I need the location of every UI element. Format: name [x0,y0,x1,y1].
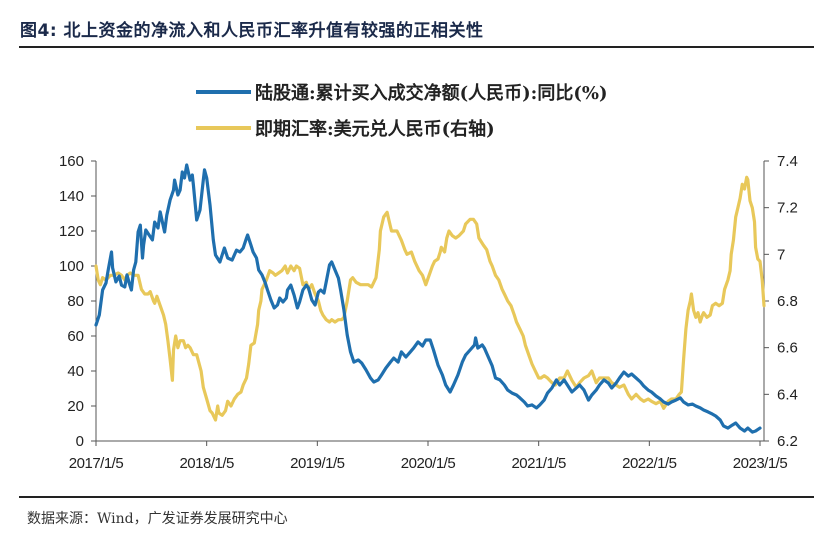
source-rule [19,496,814,498]
right-y-tick-label: 6.2 [777,433,798,450]
x-tick-label: 2021/1/5 [511,455,566,472]
x-tick-label: 2023/1/5 [733,455,788,472]
left-y-tick-label: 140 [59,188,84,205]
figure-title: 图4: 北上资金的净流入和人民币汇率升值有较强的正相关性 [20,21,484,41]
right-y-tick-label: 7.4 [777,153,798,170]
x-tick-label: 2020/1/5 [401,455,456,472]
x-tick-label: 2017/1/5 [69,455,124,472]
right-y-tick-label: 7.2 [777,200,798,217]
left-y-tick-label: 0 [76,433,84,450]
left-y-tick-label: 100 [59,258,84,275]
series-line-usdcny [94,175,766,422]
legend-swatch-fx [196,126,251,130]
legend-item-northbound: 陆股通:累计买入成交净额(人民币):同比(%) [196,74,607,110]
chart-tick-labels: 0 20 40 60 80 100 120 140 160 6.2 6.4 6.6 6.8 7 7.2 7.4… [59,153,798,472]
left-y-tick-label: 120 [59,223,84,240]
x-tick-label: 2018/1/5 [179,455,234,472]
legend-label-fx: 即期汇率:美元兑人民币(右轴) [255,119,495,140]
left-y-tick-label: 20 [67,398,84,415]
chart-series [94,163,766,434]
x-tick-label: 2019/1/5 [290,455,345,472]
x-tick-label: 2022/1/5 [622,455,677,472]
left-y-tick-label: 60 [67,328,84,345]
chart-legend: 陆股通:累计买入成交净额(人民币):同比(%) 即期汇率:美元兑人民币(右轴) [196,74,607,146]
right-y-tick-label: 7 [777,246,785,263]
right-y-tick-label: 6.8 [777,293,798,310]
right-y-tick-label: 6.4 [777,386,798,403]
left-y-tick-label: 40 [67,363,84,380]
right-y-tick-label: 6.6 [777,340,798,357]
left-y-tick-label: 80 [67,293,84,310]
title-rule [19,46,814,48]
chart-axes [91,160,769,446]
legend-item-fx: 即期汇率:美元兑人民币(右轴) [196,110,607,146]
legend-label-northbound: 陆股通:累计买入成交净额(人民币):同比(%) [255,83,608,104]
series-line-northbound [94,163,762,434]
legend-swatch-northbound [196,90,251,94]
left-y-tick-label: 160 [59,153,84,170]
data-source-note: 数据来源：Wind，广发证券发展研究中心 [27,511,288,527]
